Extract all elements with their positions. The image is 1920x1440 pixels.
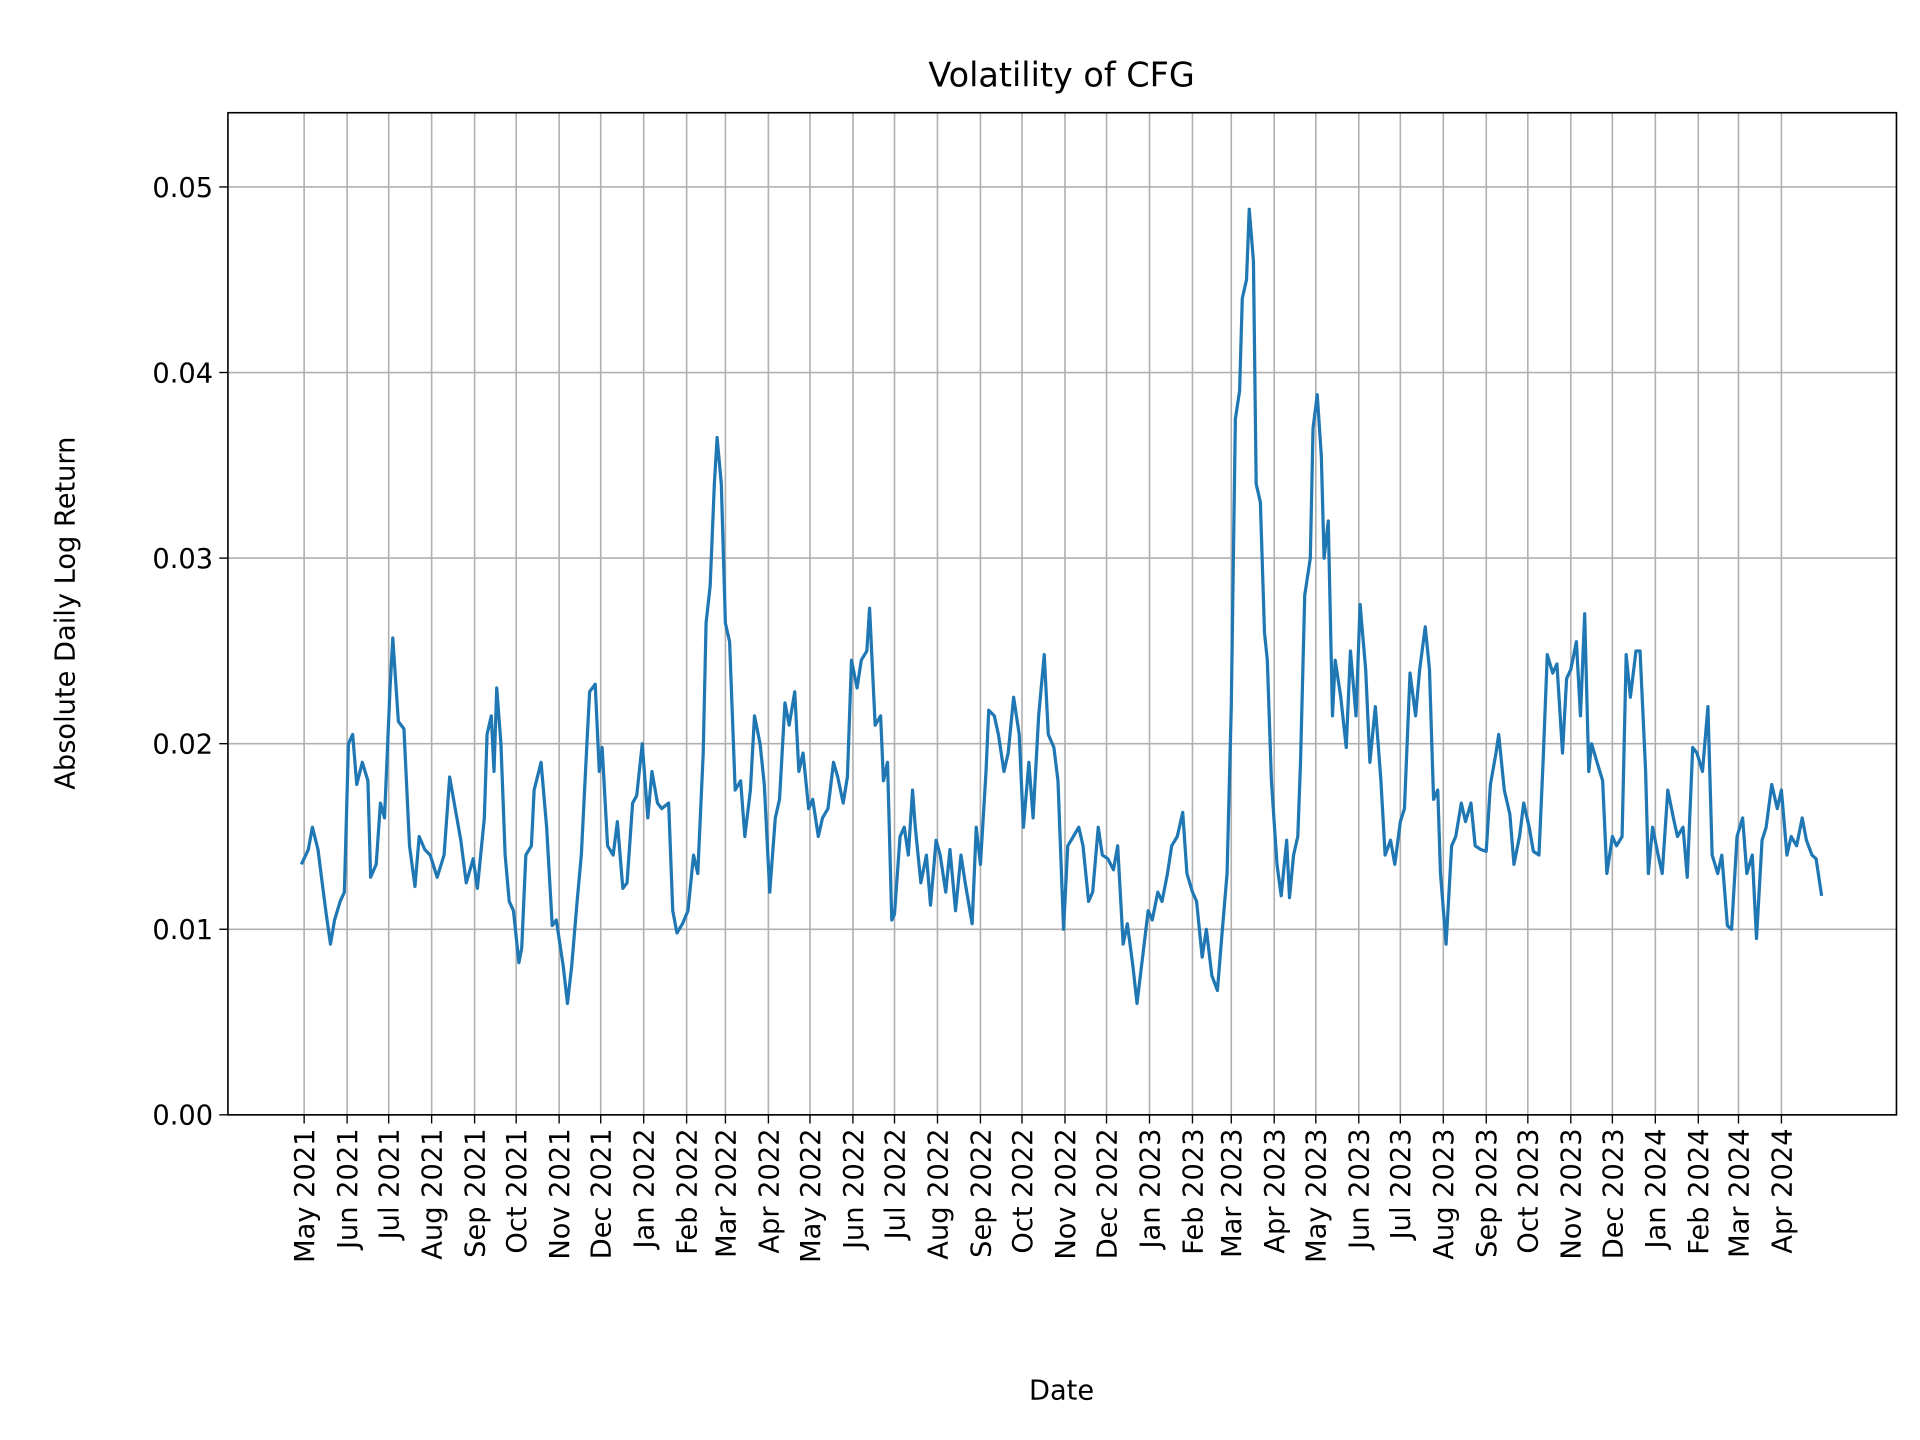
y-tick-label: 0.00 <box>152 1101 213 1132</box>
x-tick-label: Aug 2022 <box>923 1128 954 1259</box>
x-tick-label: May 2021 <box>290 1128 321 1262</box>
y-tick-label: 0.01 <box>152 915 213 946</box>
x-tick-label: Aug 2021 <box>418 1128 449 1259</box>
x-tick-label: Jan 2022 <box>630 1128 661 1250</box>
x-axis-label: Date <box>1029 1376 1094 1407</box>
x-tick-label: Apr 2023 <box>1260 1128 1291 1253</box>
x-tick-label: Jul 2021 <box>375 1128 406 1241</box>
x-tick-label: Apr 2024 <box>1767 1128 1798 1253</box>
y-tick-label: 0.03 <box>152 544 213 575</box>
x-tick-label: Jun 2022 <box>839 1128 870 1251</box>
line-layer <box>299 207 1824 1006</box>
x-tick-label: May 2022 <box>796 1128 827 1262</box>
chart-title: Volatility of CFG <box>928 56 1194 95</box>
x-tick-label: Mar 2022 <box>711 1128 742 1257</box>
x-tick-label: Nov 2023 <box>1557 1128 1588 1259</box>
x-tick-label: Mar 2023 <box>1217 1128 1248 1257</box>
x-tick-label: Dec 2023 <box>1598 1128 1629 1259</box>
y-tick-label: 0.02 <box>152 730 213 761</box>
x-tick-label: Jan 2023 <box>1135 1128 1166 1250</box>
x-tick-label: Apr 2022 <box>754 1128 785 1253</box>
x-tick-label: Feb 2022 <box>673 1128 704 1254</box>
x-tick-label: Jun 2023 <box>1345 1128 1376 1251</box>
x-tick-label: Jul 2023 <box>1386 1128 1417 1241</box>
x-tick-label: Nov 2022 <box>1051 1128 1082 1259</box>
x-tick-label: Nov 2021 <box>545 1128 576 1259</box>
x-tick-label: Sep 2021 <box>461 1128 492 1257</box>
x-tick-label: Oct 2021 <box>502 1128 533 1253</box>
x-tick-label: Oct 2023 <box>1514 1128 1545 1253</box>
x-tick-label: Mar 2024 <box>1724 1128 1755 1257</box>
grid-layer <box>227 112 1897 1116</box>
axes-frame <box>227 111 1898 1116</box>
x-tick-label: Sep 2023 <box>1472 1128 1503 1257</box>
series-line <box>299 207 1824 1006</box>
x-tick-label: Jul 2022 <box>880 1128 911 1241</box>
x-tick-label: Jun 2021 <box>333 1128 364 1251</box>
x-tick-label: Aug 2023 <box>1429 1128 1460 1259</box>
x-tick-label: Sep 2022 <box>966 1128 997 1257</box>
x-tick-label: Dec 2022 <box>1092 1128 1123 1259</box>
x-tick-label: Dec 2021 <box>587 1128 618 1259</box>
x-tick-label: Feb 2024 <box>1684 1128 1715 1254</box>
y-tick-label: 0.05 <box>152 173 213 204</box>
x-tick-label: Oct 2022 <box>1008 1128 1039 1253</box>
x-tick-label: Feb 2023 <box>1178 1128 1209 1254</box>
x-tick-label: Jan 2024 <box>1641 1128 1672 1250</box>
y-tick-label: 0.04 <box>152 358 213 389</box>
x-tick-label: May 2023 <box>1302 1128 1333 1262</box>
y-axis-label: Absolute Daily Log Return <box>50 437 81 790</box>
tick-layer: 0.00 0.01 0.02 0.03 0.04 0.05 May 2021 Jun 2021… <box>152 173 1798 1263</box>
